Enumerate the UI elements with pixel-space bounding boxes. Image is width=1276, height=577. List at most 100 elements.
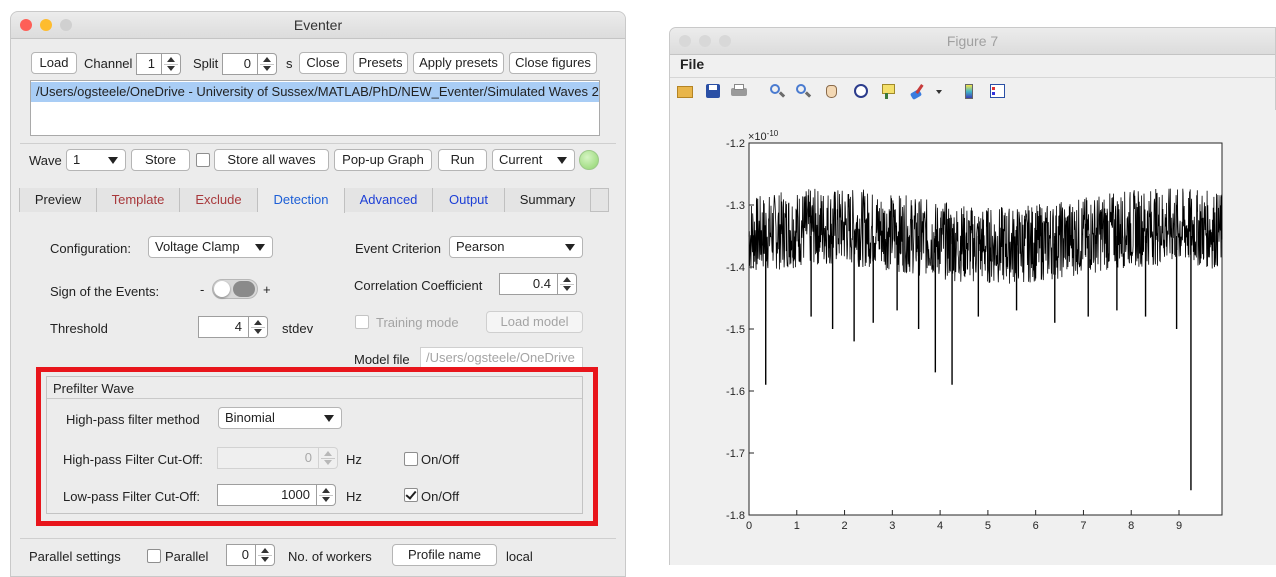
channel-input[interactable]: 1 (136, 53, 162, 75)
threshold-label: Threshold (50, 321, 108, 336)
chevron-down-icon (255, 244, 265, 251)
colorbar-icon[interactable] (960, 82, 978, 100)
wave-label: Wave (29, 153, 62, 168)
store-all-checkbox[interactable] (196, 153, 210, 167)
current-dropdown-value: Current (499, 152, 543, 167)
highpass-onoff-checkbox[interactable] (404, 452, 418, 466)
parallel-settings-label: Parallel settings (29, 549, 121, 564)
profile-value: local (506, 549, 533, 564)
parallel-label: Parallel (165, 549, 209, 564)
zoom-window-icon[interactable] (719, 35, 731, 47)
training-mode-label: Training mode (376, 315, 459, 330)
split-label: Split (193, 56, 219, 71)
threshold-stepper[interactable] (249, 316, 268, 338)
divider (20, 143, 616, 144)
save-icon[interactable] (704, 82, 722, 100)
load-button[interactable]: Load (31, 52, 77, 74)
workers-input[interactable]: 0 (226, 544, 256, 566)
sign-toggle[interactable] (212, 279, 258, 299)
close-button[interactable]: Close (299, 52, 347, 74)
menu-file[interactable]: File (680, 56, 705, 72)
close-figures-button[interactable]: Close figures (509, 52, 597, 74)
store-all-waves-button[interactable]: Store all waves (214, 149, 329, 171)
tab-exclude[interactable]: Exclude (180, 188, 258, 212)
open-folder-icon[interactable] (676, 82, 694, 100)
highpass-unit: Hz (346, 452, 362, 467)
lowpass-cutoff-stepper[interactable] (317, 484, 336, 506)
correlation-input[interactable]: 0.4 (499, 273, 558, 295)
workers-stepper[interactable] (256, 544, 275, 566)
chevron-down-icon[interactable] (934, 82, 944, 100)
highpass-method-value: Binomial (225, 410, 275, 425)
current-dropdown[interactable]: Current (492, 149, 575, 171)
channel-label: Channel (84, 56, 133, 71)
chevron-down-icon (324, 415, 334, 422)
brush-icon[interactable] (908, 82, 926, 101)
lowpass-unit: Hz (346, 489, 362, 504)
print-icon[interactable] (730, 82, 748, 100)
tab-summary[interactable]: Summary (505, 188, 591, 212)
parallel-checkbox[interactable] (147, 549, 161, 563)
training-mode-checkbox[interactable] (355, 315, 369, 329)
highpass-cutoff-label: High-pass Filter Cut-Off: (63, 452, 203, 467)
tab-template[interactable]: Template (97, 188, 180, 212)
split-stepper[interactable] (258, 53, 277, 75)
chevron-down-icon (565, 244, 575, 251)
close-window-icon[interactable] (679, 35, 691, 47)
tab-output[interactable]: Output (433, 188, 505, 212)
rotate-3d-icon[interactable] (852, 82, 870, 100)
highpass-method-label: High-pass filter method (66, 412, 200, 427)
highpass-method-dropdown[interactable]: Binomial (218, 407, 342, 429)
lowpass-cutoff-input[interactable]: 1000 (217, 484, 317, 506)
run-button[interactable]: Run (438, 149, 487, 171)
status-indicator-icon (579, 150, 599, 170)
presets-button[interactable]: Presets (353, 52, 408, 74)
lowpass-onoff-checkbox[interactable] (404, 488, 418, 502)
zoom-in-icon[interactable] (768, 82, 786, 100)
highpass-cutoff-input[interactable]: 0 (217, 447, 319, 469)
store-button[interactable]: Store (131, 149, 190, 171)
event-criterion-label: Event Criterion (355, 241, 441, 256)
pan-hand-icon[interactable] (822, 82, 840, 100)
sign-plus-label: + (263, 282, 271, 297)
split-input[interactable]: 0 (222, 53, 258, 75)
threshold-input[interactable]: 4 (198, 316, 249, 338)
toggle-knob-icon (214, 281, 230, 297)
threshold-unit: stdev (282, 321, 314, 336)
sign-label: Sign of the Events: (50, 284, 160, 299)
eventer-title: Eventer (293, 17, 343, 33)
sign-minus-label: - (200, 282, 205, 297)
popup-graph-button[interactable]: Pop-up Graph (334, 149, 432, 171)
load-model-button[interactable]: Load model (486, 311, 583, 333)
tab-detection[interactable]: Detection (258, 188, 345, 213)
highpass-cutoff-stepper[interactable] (319, 447, 338, 469)
zoom-window-icon[interactable] (60, 19, 72, 31)
legend-icon[interactable] (988, 82, 1006, 100)
tab-advanced[interactable]: Advanced (345, 188, 433, 212)
minimize-window-icon[interactable] (40, 19, 52, 31)
figure-title: Figure 7 (946, 33, 999, 49)
profile-name-button[interactable]: Profile name (392, 544, 497, 566)
prefilter-highlight (36, 367, 598, 526)
wave-dropdown[interactable]: 1 (66, 149, 126, 171)
zoom-out-icon[interactable] (794, 82, 812, 100)
configuration-dropdown[interactable]: Voltage Clamp (148, 236, 273, 258)
apply-presets-button[interactable]: Apply presets (413, 52, 504, 74)
data-cursor-icon[interactable] (880, 82, 898, 100)
model-file-field[interactable]: /Users/ogsteele/OneDrive (420, 347, 583, 369)
tab-preview[interactable]: Preview (20, 188, 97, 212)
configuration-label: Configuration: (50, 241, 131, 256)
file-list-item[interactable]: /Users/ogsteele/OneDrive - University of… (31, 82, 599, 102)
close-window-icon[interactable] (20, 19, 32, 31)
correlation-stepper[interactable] (558, 273, 577, 295)
model-file-label: Model file (354, 352, 410, 367)
minimize-window-icon[interactable] (699, 35, 711, 47)
file-list[interactable]: /Users/ogsteele/OneDrive - University of… (30, 80, 600, 136)
channel-stepper[interactable] (162, 53, 181, 75)
chevron-down-icon (557, 157, 567, 164)
event-criterion-dropdown[interactable]: Pearson (449, 236, 583, 258)
toolbar-rule (670, 77, 1276, 78)
checkmark-icon (405, 488, 417, 500)
lowpass-cutoff-label: Low-pass Filter Cut-Off: (63, 489, 201, 504)
divider (20, 538, 616, 539)
